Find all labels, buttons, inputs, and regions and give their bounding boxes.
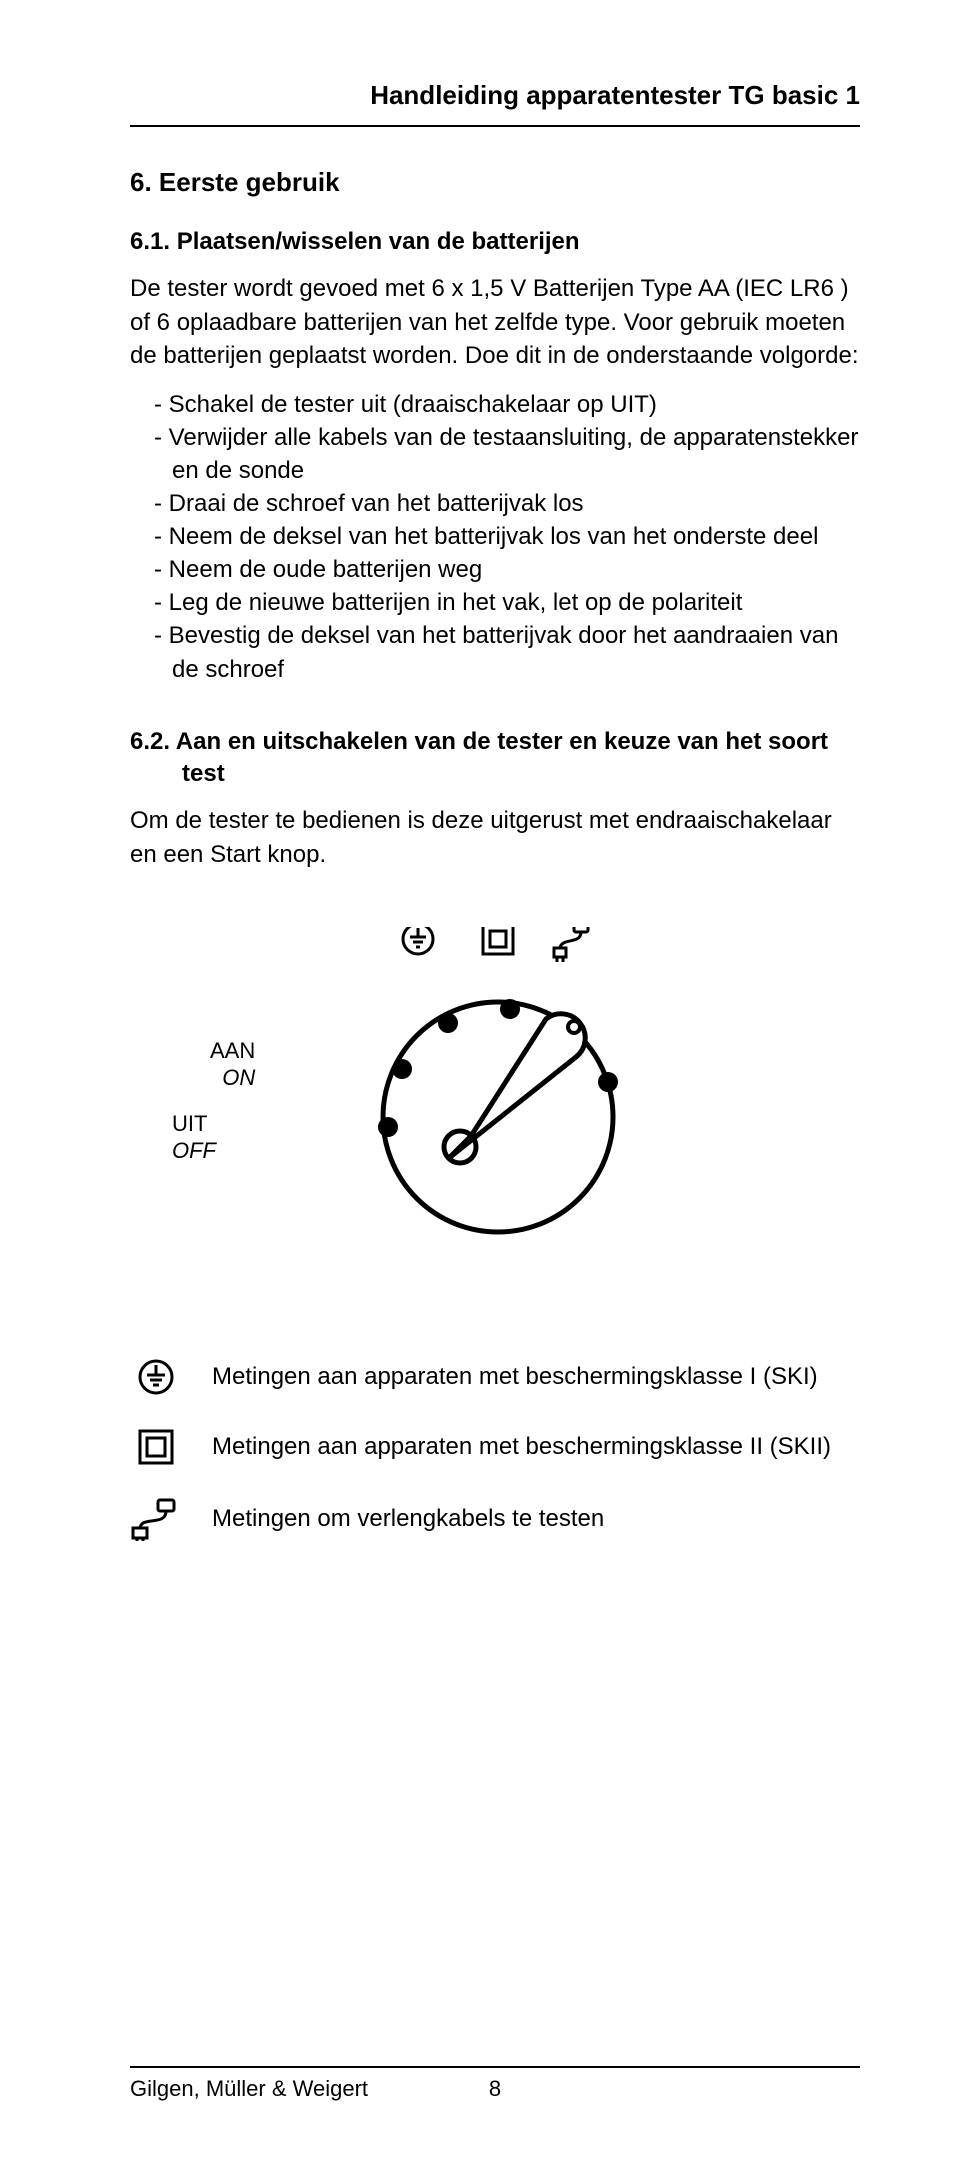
- dial-position-labels: AAN ON UIT OFF: [210, 1037, 255, 1165]
- header-rule: [130, 125, 860, 127]
- dial-label-on: ON: [210, 1064, 255, 1092]
- list-item: Draai de schroef van het batterijvak los: [172, 487, 860, 520]
- legend-text: Metingen aan apparaten met beschermingsk…: [212, 1431, 831, 1463]
- document-header-title: Handleiding apparatentester TG basic 1: [130, 80, 860, 111]
- cable-icon: [554, 927, 588, 962]
- legend-row: Metingen om verlengkabels te testen: [130, 1497, 860, 1541]
- list-item: Bevestig de deksel van het batterijvak d…: [172, 619, 860, 685]
- legend-row: Metingen aan apparaten met beschermingsk…: [130, 1357, 860, 1397]
- legend-text: Metingen om verlengkabels te testen: [212, 1503, 604, 1535]
- dial-legend: Metingen aan apparaten met beschermingsk…: [130, 1357, 860, 1571]
- earth-icon: [130, 1357, 182, 1397]
- footer-rule: [130, 2066, 860, 2068]
- double-square-icon: [483, 927, 513, 954]
- section-6-1-heading: 6.1. Plaatsen/wisselen van de batterijen: [130, 226, 860, 258]
- footer-company: Gilgen, Müller & Weigert: [130, 2076, 368, 2102]
- section-6-heading: 6. Eerste gebruik: [130, 167, 860, 198]
- list-item: Verwijder alle kabels van de testaanslui…: [172, 421, 860, 487]
- dial-label-off: OFF: [172, 1137, 255, 1165]
- double-square-icon: [130, 1427, 182, 1467]
- section-6-2-intro: Om de tester te bedienen is deze uitgeru…: [130, 804, 860, 870]
- rotary-dial-figure: AAN ON UIT OFF: [130, 927, 860, 1287]
- list-item: Neem de deksel van het batterijvak los v…: [172, 520, 860, 553]
- list-item: Leg de nieuwe batterijen in het vak, let…: [172, 586, 860, 619]
- cable-icon: [130, 1497, 182, 1541]
- legend-text: Metingen aan apparaten met beschermingsk…: [212, 1361, 818, 1393]
- page-footer: Gilgen, Müller & Weigert 8 .: [130, 2066, 860, 2102]
- footer-page-number: 8: [489, 2076, 501, 2102]
- legend-row: Metingen aan apparaten met beschermingsk…: [130, 1427, 860, 1467]
- list-item: Schakel de tester uit (draaischakelaar o…: [172, 388, 860, 421]
- rotary-dial-svg: [330, 927, 690, 1287]
- section-6-2-heading: 6.2. Aan en uitschakelen van de tester e…: [130, 726, 860, 791]
- earth-icon: [403, 927, 433, 954]
- list-item: Neem de oude batterijen weg: [172, 553, 860, 586]
- battery-steps-list: Schakel de tester uit (draaischakelaar o…: [130, 388, 860, 686]
- dial-label-aan: AAN: [210, 1037, 255, 1065]
- section-6-1-intro: De tester wordt gevoed met 6 x 1,5 V Bat…: [130, 272, 860, 371]
- dial-label-uit: UIT: [172, 1110, 255, 1138]
